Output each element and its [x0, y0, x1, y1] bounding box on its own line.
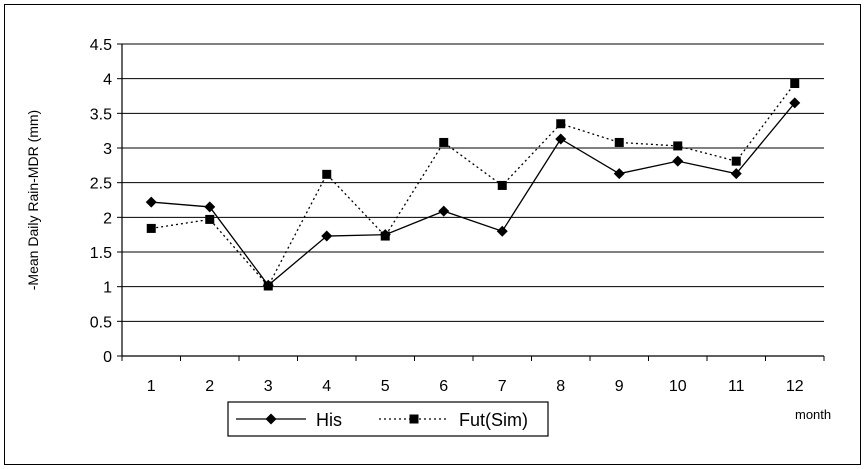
gridlines: [122, 43, 824, 322]
square-marker: [790, 79, 800, 89]
diamond-marker: [321, 230, 333, 242]
square-marker: [439, 137, 449, 147]
plot-background: [122, 44, 824, 356]
x-tick-label: 2: [205, 378, 214, 395]
y-tick-label: 1: [103, 280, 112, 297]
y-tick-label: 3.5: [90, 106, 112, 123]
square-marker: [205, 214, 215, 224]
x-tick-label: 12: [786, 378, 804, 395]
y-tick-label: 4: [103, 72, 112, 89]
diamond-marker: [145, 196, 157, 208]
square-marker: [731, 156, 741, 166]
series-group: [145, 79, 801, 291]
legend-label: Fut(Sim): [459, 410, 528, 430]
x-tick-label: 8: [556, 378, 565, 395]
y-tick-label: 0: [103, 349, 112, 366]
legend-entry: Fut(Sim): [379, 410, 528, 430]
x-tick-label: 9: [615, 378, 624, 395]
legend-square-marker: [409, 414, 419, 424]
x-tick-label: 3: [264, 378, 273, 395]
square-marker: [263, 281, 273, 291]
diamond-marker: [496, 225, 508, 237]
diamond-marker: [672, 155, 684, 167]
x-tick-label: 6: [439, 378, 448, 395]
x-tick-label: 1: [147, 378, 156, 395]
x-tick-label: 4: [322, 378, 331, 395]
series-line: [151, 83, 796, 288]
x-axis-label: month: [795, 407, 831, 422]
y-axis-label: -Mean Daily Rain-MDR (mm): [25, 110, 41, 290]
legend-label: His: [316, 410, 342, 430]
diamond-marker: [438, 205, 450, 217]
series-line: [151, 102, 796, 287]
y-tick-label: 2.5: [90, 176, 112, 193]
y-tick-label: 1.5: [90, 245, 112, 262]
diamond-marker: [789, 97, 801, 109]
square-marker: [497, 180, 507, 190]
square-marker: [380, 231, 390, 241]
y-tick-label: 2: [103, 210, 112, 227]
y-tick-label: 4.5: [90, 37, 112, 54]
legend-diamond-marker: [265, 413, 277, 425]
legend-entry: His: [236, 410, 342, 430]
square-marker: [146, 223, 156, 233]
diamond-marker: [204, 201, 216, 213]
x-tick-label: 11: [728, 378, 745, 395]
diamond-marker: [613, 168, 625, 180]
square-marker: [673, 141, 683, 151]
y-tick-labels: 0 0.5 1 1.5 2 2.5 3 3.5 4 4.5: [90, 37, 122, 366]
x-tick-label: 10: [669, 378, 687, 395]
square-marker: [322, 169, 332, 179]
y-tick-label: 3: [103, 141, 112, 158]
series-fut-sim: [146, 79, 800, 291]
x-tick-label: 5: [381, 378, 390, 395]
x-tick-label: 7: [498, 378, 507, 395]
legend: His Fut(Sim): [227, 401, 549, 437]
plot-area: [122, 44, 824, 356]
square-marker: [556, 119, 566, 129]
x-tick-labels: 1 2 3 4 5 6 7 8 9 10 11 12: [121, 356, 825, 395]
y-tick-label: 0.5: [90, 314, 112, 331]
diamond-marker: [555, 133, 567, 145]
diamond-marker: [730, 168, 742, 180]
square-marker: [614, 137, 624, 147]
